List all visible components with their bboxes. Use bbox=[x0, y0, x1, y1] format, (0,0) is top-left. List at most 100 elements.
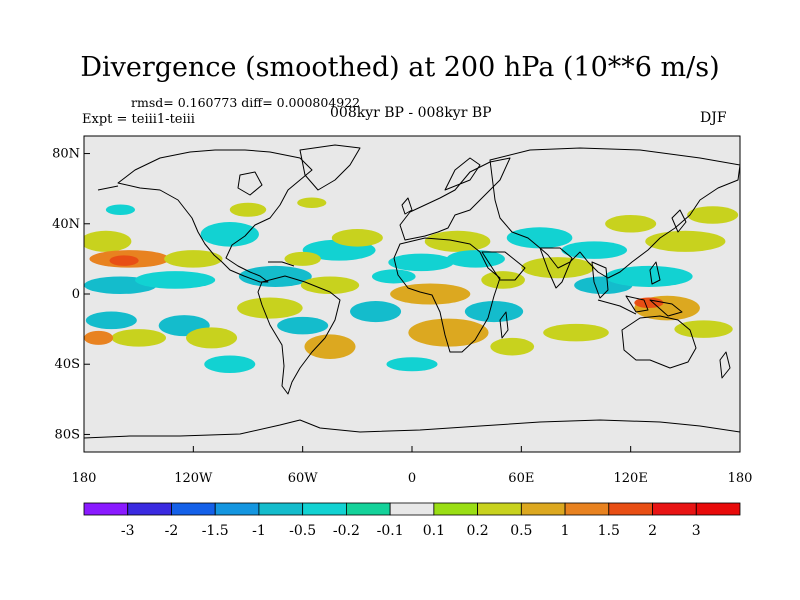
x-tick-label: 120W bbox=[174, 471, 213, 486]
colorbar-swatch bbox=[171, 502, 216, 516]
period-subtitle: 008kyr BP - 008kyr BP bbox=[330, 105, 492, 121]
colorbar-label: -0.1 bbox=[377, 523, 404, 539]
season-label: DJF bbox=[700, 110, 727, 126]
coastlines bbox=[84, 144, 740, 439]
divergence-patch bbox=[506, 227, 573, 249]
coastline-new-zealand bbox=[719, 351, 731, 379]
x-tick-label: 180 bbox=[728, 471, 753, 486]
colorbar-swatch bbox=[433, 502, 479, 516]
colorbar-swatch bbox=[389, 502, 435, 516]
colorbar-swatch bbox=[345, 502, 391, 516]
colorbar-label: 0.5 bbox=[510, 523, 532, 539]
coastline-se-asia bbox=[591, 261, 609, 299]
divergence-patch bbox=[331, 229, 383, 247]
colorbar-swatch bbox=[520, 502, 566, 516]
divergence-patch bbox=[674, 320, 733, 338]
coastline-africa bbox=[393, 237, 501, 353]
divergence-patch bbox=[408, 318, 489, 347]
coastline-australia bbox=[621, 315, 697, 369]
colorbar-swatch bbox=[564, 502, 610, 516]
divergence-patch bbox=[687, 206, 739, 224]
colorbar-label: -0.2 bbox=[333, 523, 360, 539]
colorbar-label: -0.5 bbox=[289, 523, 316, 539]
colorbar-label: -2 bbox=[165, 523, 179, 539]
stats-label: rmsd= 0.160773 diff= 0.000804922 bbox=[131, 95, 361, 110]
coastline-india bbox=[539, 247, 573, 289]
divergence-patch bbox=[350, 301, 402, 323]
coastline-south-america bbox=[257, 275, 341, 395]
coastline-scandinavia bbox=[444, 157, 481, 191]
x-tick-label: 180 bbox=[72, 471, 97, 486]
colorbar-swatch bbox=[302, 502, 347, 516]
coastline-europe bbox=[399, 157, 511, 241]
coastline-japan bbox=[671, 209, 687, 233]
divergence-patch bbox=[238, 265, 312, 287]
x-tick-label: 60E bbox=[508, 471, 534, 486]
colorbar-swatch bbox=[214, 502, 260, 516]
divergence-patch bbox=[386, 357, 438, 372]
experiment-label: Expt = teiii1-teiii bbox=[82, 112, 195, 127]
colorbar-label: 2 bbox=[648, 523, 657, 539]
coastline-philippines bbox=[649, 261, 661, 285]
divergence-patch bbox=[390, 283, 471, 305]
x-axis-ticks: 180 120W 60W 0 60E 120E 180 bbox=[72, 446, 753, 486]
colorbar-label: 0.1 bbox=[423, 523, 445, 539]
colorbar-label: 1 bbox=[561, 523, 570, 539]
divergence-patch bbox=[204, 355, 256, 373]
y-tick-label: 80N bbox=[52, 147, 80, 162]
colorbar-swatch bbox=[83, 502, 129, 516]
colorbar-label: 1.5 bbox=[598, 523, 620, 539]
divergence-patch bbox=[135, 271, 216, 289]
divergence-patch bbox=[84, 330, 114, 345]
divergence-patch bbox=[388, 253, 454, 272]
coastline-caribbean bbox=[268, 261, 295, 267]
divergence-patch bbox=[543, 323, 609, 342]
divergence-patch bbox=[371, 269, 416, 284]
y-axis-ticks: 80N 40N 0 40S 80S bbox=[52, 147, 90, 442]
divergence-patch bbox=[464, 301, 524, 323]
colorbar-label: 0.2 bbox=[466, 523, 488, 539]
divergence-patch bbox=[84, 230, 132, 252]
colorbar-label: -3 bbox=[121, 523, 135, 539]
coastline-arabia bbox=[481, 251, 526, 281]
colorbar-label: -1.5 bbox=[202, 523, 229, 539]
divergence-fields bbox=[84, 197, 739, 373]
colorbar-swatch bbox=[608, 502, 653, 516]
divergence-patch bbox=[561, 241, 628, 259]
colorbar-label: 3 bbox=[692, 523, 701, 539]
divergence-patch bbox=[300, 276, 360, 294]
x-tick-label: 0 bbox=[408, 471, 416, 486]
divergence-patch bbox=[605, 215, 657, 233]
divergence-patch bbox=[645, 230, 726, 252]
divergence-patch bbox=[297, 197, 327, 208]
y-tick-label: 0 bbox=[72, 287, 80, 302]
coastline-north-america bbox=[117, 149, 313, 283]
divergence-patch bbox=[109, 255, 139, 266]
colorbar-swatch bbox=[127, 502, 172, 516]
colorbar-label: -1 bbox=[252, 523, 266, 539]
y-tick-label: 80S bbox=[55, 427, 80, 442]
coastline-aleutians bbox=[97, 185, 119, 191]
divergence-patch bbox=[605, 265, 693, 287]
y-tick-label: 40N bbox=[52, 217, 80, 232]
colorbar-swatch bbox=[477, 502, 522, 516]
divergence-patch bbox=[446, 250, 505, 268]
divergence-patch bbox=[105, 204, 136, 215]
x-tick-label: 120E bbox=[614, 471, 648, 486]
coastline-asia bbox=[489, 147, 740, 279]
colorbar-swatch bbox=[652, 502, 697, 516]
colorbar: -3 -2 -1.5 -1 -0.5 -0.2 -0.1 0.1 0.2 0.5 1 1.5 2 3 bbox=[83, 502, 741, 539]
plot-title: Divergence (smoothed) at 200 hPa (10**6 … bbox=[80, 52, 720, 83]
divergence-patch bbox=[284, 251, 321, 266]
colorbar-swatch bbox=[258, 502, 304, 516]
colorbar-swatch bbox=[695, 502, 741, 516]
divergence-patch bbox=[164, 250, 223, 268]
coastline-madagascar bbox=[499, 311, 509, 339]
x-tick-label: 60W bbox=[288, 471, 319, 486]
divergence-patch bbox=[85, 311, 137, 330]
coastline-uk bbox=[401, 197, 413, 215]
divergence-patch bbox=[237, 297, 303, 319]
coastline-antarctica bbox=[84, 419, 740, 439]
divergence-patch bbox=[277, 316, 329, 335]
